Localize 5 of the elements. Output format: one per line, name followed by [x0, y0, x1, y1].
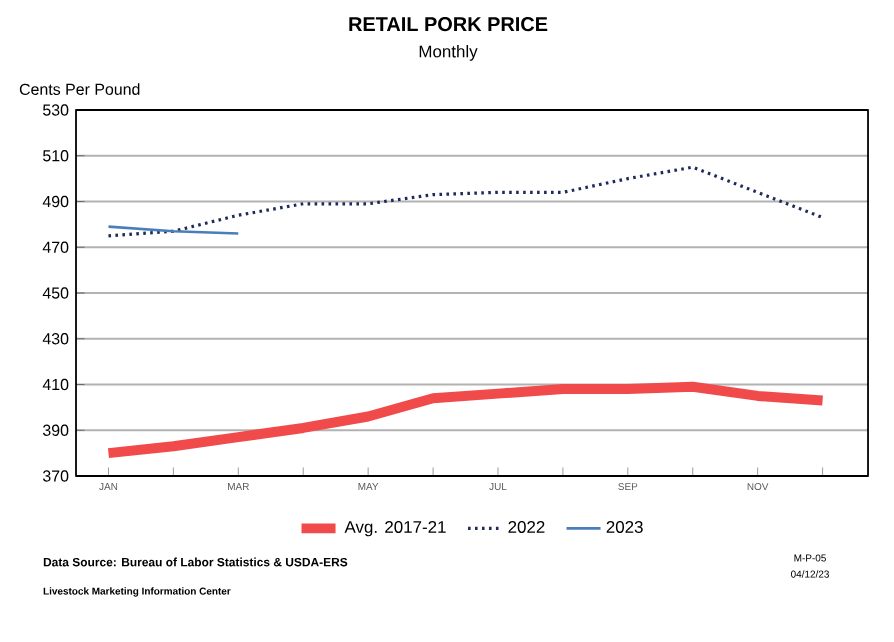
chart-title: RETAIL PORK PRICE: [349, 17, 548, 32]
legend-label: Avg. 2017-21: [344, 520, 446, 537]
legend-label: 2023: [606, 520, 643, 533]
chart-subtitle: Monthly: [419, 45, 478, 61]
legend-label: 2022: [508, 520, 545, 533]
